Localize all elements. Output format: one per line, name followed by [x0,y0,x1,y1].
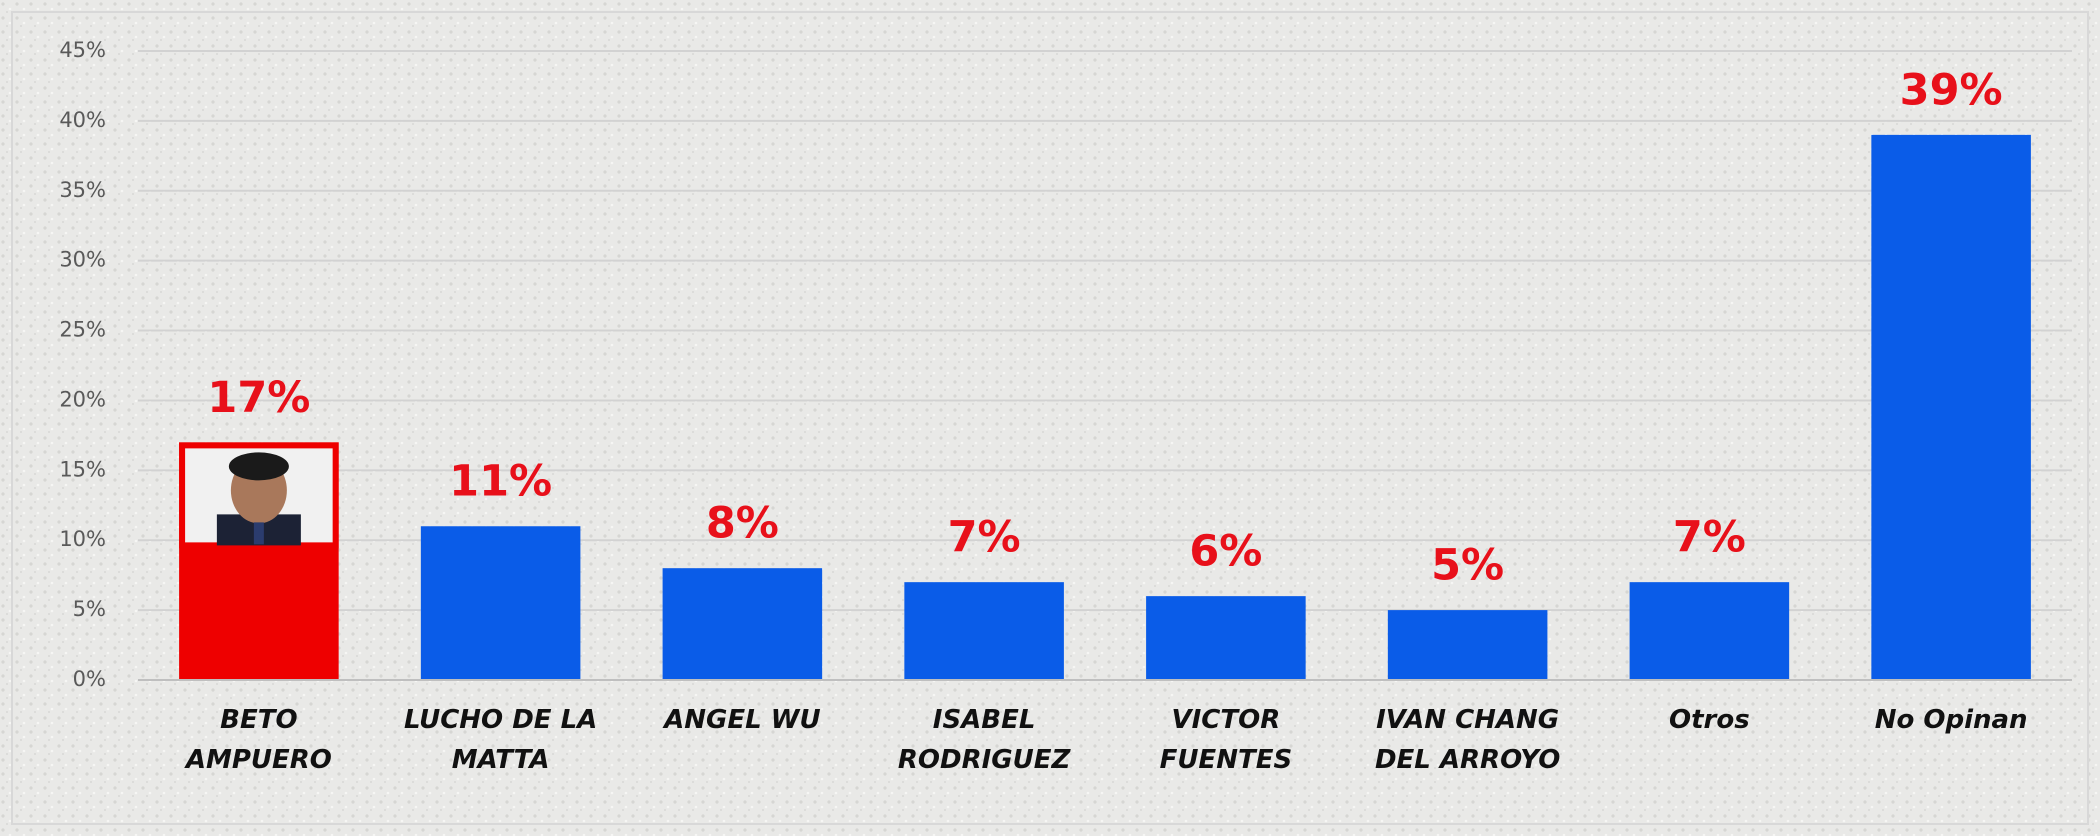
y-tick-label: 45% [59,38,106,62]
value-label: 39% [1900,65,2003,115]
y-tick-label: 40% [59,108,106,132]
x-tick-label: VICTOR FUENTES [1111,700,1341,780]
x-tick-label: LUCHO DE LA MATTA [386,700,616,780]
y-tick-label: 15% [59,457,106,481]
x-tick-label: No Opinan [1836,700,2066,740]
x-tick-label: ANGEL WU [627,700,857,740]
y-tick-label: 0% [73,667,106,691]
y-tick-label: 5% [73,597,106,621]
page: 0% 5% 10% 15% 20% 25% 30% 35% 40% 45% 17% 11% 8% 7% 6%… [0,0,2100,836]
photo-hair [229,452,289,480]
value-label: 7% [948,513,1021,563]
value-label: 5% [1431,541,1504,591]
y-tick-label: 20% [59,387,106,411]
value-label: 7% [1673,513,1746,563]
bar [904,582,1064,680]
y-tick-label: 35% [59,178,106,202]
x-tick-label: ISABEL RODRIGUEZ [869,700,1099,780]
value-label: 17% [207,373,310,423]
bar [1630,582,1790,680]
value-label: 8% [706,499,779,549]
value-label: 11% [449,457,552,507]
bar [1388,610,1548,680]
bar [421,526,581,680]
x-tick-label: IVAN CHANG DEL ARROYO [1353,700,1583,780]
bar [663,568,823,680]
y-tick-label: 10% [59,527,106,551]
bar [1146,596,1306,680]
photo-tie [254,522,264,544]
x-tick-label: Otros [1594,700,1824,740]
value-label: 6% [1189,527,1262,577]
x-tick-label: BETO AMPUERO [144,700,374,780]
bar [1871,135,2031,680]
y-tick-label: 25% [59,318,106,342]
y-tick-label: 30% [59,248,106,272]
